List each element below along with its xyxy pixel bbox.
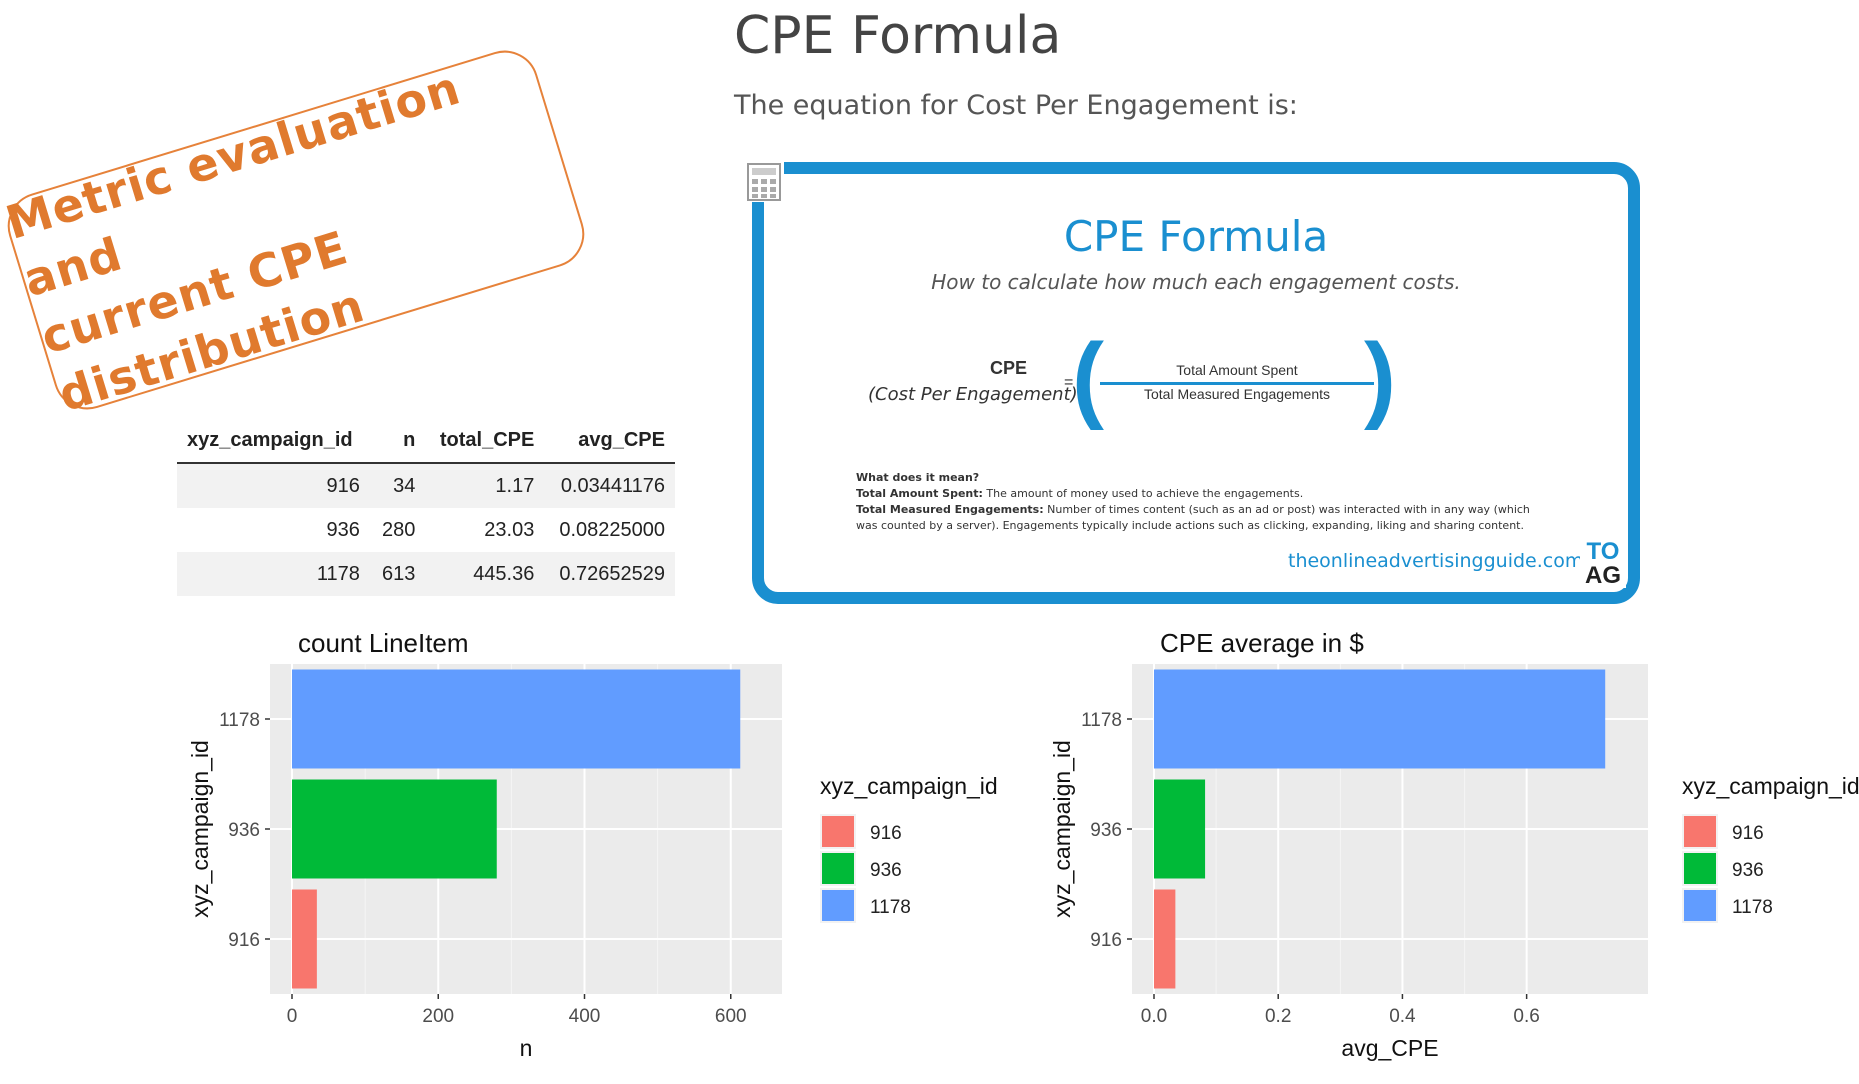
meaning-spent-text: The amount of money used to achieve the …: [986, 487, 1304, 500]
y-axis-label: xyz_campaign_id: [1049, 740, 1075, 918]
legend-key-936: [822, 853, 854, 884]
page-title: CPE Formula: [734, 6, 1062, 66]
chart-title: CPE average in $: [1160, 628, 1364, 658]
legend-label: 936: [870, 860, 902, 881]
page-subtitle: The equation for Cost Per Engagement is:: [734, 90, 1298, 121]
table-cell: 0.72652529: [544, 552, 675, 596]
toag-logo: TO AG: [1580, 540, 1626, 588]
annotation-stamp: Metric evaluation and current CPE distri…: [0, 42, 593, 422]
legend-key-1178: [1684, 890, 1716, 921]
column-header: xyz_campaign_id: [177, 418, 370, 464]
bar-916: [292, 889, 317, 989]
legend-key-1178: [822, 890, 854, 921]
cpe-expansion: (Cost Per Engagement): [868, 384, 1078, 405]
legend-label: 916: [1732, 823, 1764, 844]
column-header: avg_CPE: [544, 418, 675, 464]
legend-key-916: [1684, 816, 1716, 847]
table-cell: 0.08225000: [559, 518, 665, 541]
table-cell: 34: [369, 463, 426, 508]
table-row: 936 280 23.03 0.08225000: [177, 508, 675, 552]
y-tick-label: 916: [228, 930, 260, 951]
table-cell: 445.36: [425, 552, 545, 596]
bar-1178: [292, 669, 741, 769]
meaning-spent-label: Total Amount Spent:: [856, 487, 983, 500]
x-tick-label: 0.4: [1389, 1006, 1416, 1027]
bar-916: [1154, 889, 1176, 989]
summary-table: xyz_campaign_id n total_CPE avg_CPE 916 …: [177, 418, 675, 596]
table-cell: 280: [382, 518, 416, 541]
table-cell: 1.17: [425, 463, 545, 508]
legend-label: 1178: [1732, 897, 1773, 918]
table-row: 1178 613 445.36 0.72652529: [177, 552, 675, 596]
meaning-engagements-text: Number of times content (such as an ad o…: [856, 503, 1530, 532]
table-cell: 1178: [177, 552, 370, 596]
right-parenthesis: ): [1364, 324, 1396, 431]
logo-top: TO: [1586, 538, 1620, 565]
x-tick-label: 0.6: [1513, 1006, 1539, 1027]
logo-bottom: AG: [1585, 562, 1621, 589]
y-tick-label: 936: [228, 820, 260, 841]
formula-denominator: Total Measured Engagements: [1144, 386, 1330, 402]
table-cell: 613: [369, 552, 426, 596]
table-cell: 916: [177, 463, 370, 508]
column-header: n: [369, 418, 426, 464]
left-parenthesis: (: [1072, 324, 1104, 431]
column-header: total_CPE: [425, 418, 545, 464]
y-axis-label: xyz_campaign_id: [187, 740, 213, 918]
legend-key-916: [822, 816, 854, 847]
bar-936: [292, 779, 497, 879]
x-tick-label: 600: [715, 1006, 747, 1027]
legend-title: xyz_campaign_id: [820, 773, 998, 799]
site-link[interactable]: theonlineadvertisingguide.com: [1288, 550, 1584, 572]
card-subtitle: How to calculate how much each engagemen…: [931, 270, 1461, 294]
x-axis-label: avg_CPE: [1341, 1035, 1438, 1061]
y-tick-label: 1178: [219, 710, 260, 731]
fraction-line: [1100, 382, 1374, 385]
bar-1178: [1154, 669, 1606, 769]
legend-key-936: [1684, 853, 1716, 884]
legend-label: 936: [1732, 860, 1764, 881]
table-header-row: xyz_campaign_id n total_CPE avg_CPE: [177, 418, 675, 464]
x-tick-label: 400: [569, 1006, 601, 1027]
legend-label: 1178: [870, 897, 911, 918]
chart-title: count LineItem: [298, 628, 469, 658]
legend-label: 916: [870, 823, 902, 844]
cpe-average-chart: CPE average in $ 0.0 0.2 0.4 0.6 916 936 1178 av…: [1049, 628, 1859, 1061]
cpe-label: CPE: [990, 358, 1028, 378]
table-cell: 23.03: [484, 518, 535, 541]
x-tick-label: 200: [422, 1006, 454, 1027]
formula-numerator: Total Amount Spent: [1176, 362, 1298, 378]
meaning-block: What does it mean? Total Amount Spent: T…: [856, 470, 1546, 534]
card-title: CPE Formula: [1063, 212, 1329, 261]
table-cell: 0.03441176: [544, 463, 675, 508]
y-tick-label: 1178: [1081, 710, 1122, 731]
y-tick-label: 936: [1090, 820, 1122, 841]
x-axis-label: n: [520, 1035, 533, 1061]
equals-sign: =: [1064, 374, 1074, 391]
x-tick-label: 0.0: [1141, 1006, 1167, 1027]
x-tick-label: 0.2: [1265, 1006, 1291, 1027]
meaning-heading: What does it mean?: [856, 471, 980, 484]
meaning-engagements-label: Total Measured Engagements:: [856, 503, 1044, 516]
bar-936: [1154, 779, 1206, 879]
legend-title: xyz_campaign_id: [1682, 773, 1859, 799]
table-row: 916 34 1.17 0.03441176: [177, 463, 675, 508]
count-lineitem-chart: count LineItem 0 200 400 600 916 936 1178 n xyz_c…: [187, 628, 998, 1061]
calculator-icon: [744, 162, 784, 202]
y-tick-label: 916: [1090, 930, 1122, 951]
x-tick-label: 0: [287, 1006, 298, 1027]
table-cell: 936: [326, 518, 360, 541]
